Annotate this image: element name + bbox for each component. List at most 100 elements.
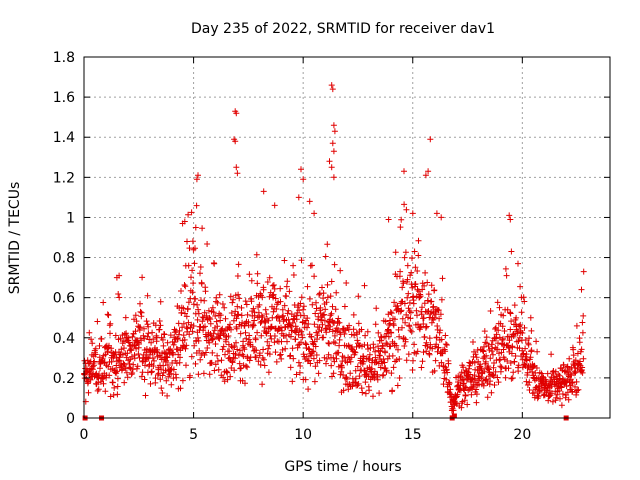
data-point [298, 339, 304, 346]
data-point [206, 371, 213, 378]
data-point [517, 321, 524, 328]
data-point [428, 282, 435, 289]
data-point [139, 369, 146, 376]
data-point [243, 335, 250, 342]
data-point [479, 347, 486, 354]
data-point [528, 327, 535, 334]
data-point [302, 376, 309, 383]
data-point [372, 321, 379, 328]
data-point [138, 309, 145, 316]
data-point [158, 366, 165, 373]
data-point [496, 357, 503, 364]
y-tick-label: 0.4 [53, 331, 75, 347]
data-point [362, 390, 369, 397]
data-point [411, 341, 418, 348]
data-point [578, 286, 585, 293]
data-point [185, 211, 192, 218]
data-point [281, 257, 288, 264]
data-point [254, 270, 261, 277]
data-point [358, 326, 365, 333]
data-point [313, 299, 319, 306]
plot-frame [83, 56, 611, 419]
data-point [387, 309, 394, 316]
data-point [137, 324, 144, 331]
y-tick-label: 1.6 [53, 90, 75, 106]
data-point [170, 341, 177, 348]
data-point [195, 310, 202, 317]
data-point [380, 371, 387, 378]
data-point [408, 328, 415, 335]
data-point [481, 328, 488, 335]
data-point [143, 346, 150, 352]
data-point [462, 384, 469, 390]
data-point [516, 345, 523, 352]
data-point [195, 371, 202, 378]
data-point [326, 326, 333, 333]
data-point [420, 315, 427, 321]
data-point [298, 166, 304, 173]
data-point [160, 342, 167, 349]
data-point [471, 359, 478, 366]
data-point [467, 371, 474, 378]
y-tick-label: 0.8 [53, 251, 75, 267]
data-point [237, 347, 243, 354]
data-point [132, 312, 139, 319]
data-point [401, 300, 408, 307]
data-point [277, 285, 284, 292]
data-point [204, 241, 211, 247]
data-point [324, 241, 331, 248]
data-point [173, 374, 180, 381]
data-point [409, 210, 416, 217]
data-point [138, 373, 145, 380]
data-point [388, 310, 395, 317]
data-point [227, 293, 234, 300]
data-point [124, 350, 131, 357]
data-point [246, 332, 253, 339]
data-point [167, 346, 174, 352]
data-point [278, 338, 285, 345]
data-point [570, 352, 577, 359]
data-point [188, 274, 194, 281]
data-point [404, 294, 411, 301]
data-point [98, 336, 105, 342]
data-point [370, 393, 376, 400]
data-point [568, 380, 575, 386]
data-point [86, 329, 93, 336]
data-point [314, 332, 321, 339]
data-point [328, 278, 335, 285]
data-point [206, 339, 213, 346]
x-tick-label: 20 [513, 427, 531, 443]
data-point [388, 370, 395, 377]
data-point [424, 279, 431, 286]
data-point [377, 364, 384, 371]
data-point [177, 354, 183, 361]
data-point [390, 322, 397, 329]
data-point [295, 194, 302, 201]
data-point [319, 284, 325, 291]
data-point [513, 314, 520, 321]
data-point [320, 290, 327, 297]
data-point [105, 363, 112, 370]
data-point [149, 329, 156, 336]
data-point [189, 267, 196, 274]
y-tick-label: 0 [66, 411, 75, 427]
data-point [480, 377, 486, 384]
data-point [212, 341, 219, 347]
data-point [527, 354, 534, 361]
data-point [256, 350, 263, 357]
data-point [183, 342, 190, 349]
data-point [242, 380, 248, 387]
data-point [317, 304, 324, 311]
data-point [478, 374, 485, 381]
data-point [572, 357, 579, 364]
data-point [510, 369, 517, 376]
data-point [214, 299, 221, 306]
data-point [109, 379, 116, 386]
data-point [254, 329, 261, 336]
data-point [158, 356, 165, 363]
data-point [420, 349, 427, 356]
data-point [244, 364, 251, 371]
data-point [225, 333, 232, 339]
data-point [105, 312, 112, 319]
data-point [414, 268, 421, 274]
